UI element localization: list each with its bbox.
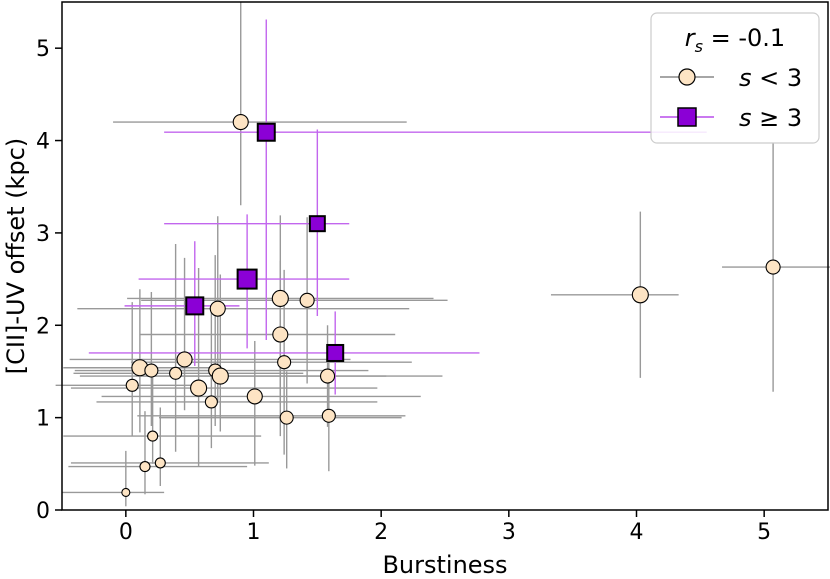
- point-circle-14: [232, 114, 249, 131]
- point-circle-18: [277, 355, 292, 370]
- y-tick-label: 5: [36, 37, 50, 62]
- x-tick-label: 1: [247, 520, 261, 545]
- x-tick-label: 5: [757, 520, 771, 545]
- legend-title-var: r: [685, 24, 697, 52]
- point-circle-23: [631, 286, 649, 304]
- point-circle-3: [147, 430, 159, 442]
- point-circle-7: [169, 366, 183, 380]
- point-circle-17: [272, 326, 289, 343]
- x-axis-ticks: 0 1 2 3 4 5: [119, 510, 771, 545]
- legend-title-sub: s: [695, 37, 703, 56]
- y-tick-label: 4: [36, 130, 50, 155]
- x-tick-label: 0: [119, 520, 133, 545]
- legend-title: rs = -0.1: [685, 24, 785, 56]
- point-circle-1: [139, 461, 151, 473]
- point-square-1: [308, 215, 326, 233]
- point-circle-22: [321, 408, 336, 423]
- x-tick-label: 2: [374, 520, 388, 545]
- point-circle-15: [246, 388, 263, 405]
- point-circle-19: [279, 410, 294, 425]
- point-circle-24: [765, 259, 781, 275]
- y-axis-label: [CII]-UV offset (kpc): [2, 138, 30, 375]
- legend-marker-square: [677, 107, 697, 127]
- legend-label-circle-op: < 3: [752, 64, 803, 92]
- point-circle-10: [204, 395, 218, 409]
- legend-label-circle-var: s: [739, 64, 752, 92]
- legend-entry-circle: s < 3: [660, 64, 802, 92]
- legend: rs = -0.1 s < 3 s ≥ 3: [650, 12, 820, 144]
- legend-title-value: = -0.1: [703, 24, 785, 52]
- point-square-2: [236, 268, 258, 290]
- y-tick-label: 0: [36, 499, 50, 524]
- legend-label-circle: s < 3: [739, 64, 802, 92]
- point-square-0: [256, 122, 276, 142]
- point-circle-12: [211, 367, 229, 385]
- y-tick-label: 2: [36, 314, 50, 339]
- legend-marker-circle: [678, 68, 696, 86]
- point-circle-0: [121, 487, 131, 498]
- legend-label-square-op: ≥ 3: [752, 104, 803, 132]
- point-square-3: [185, 296, 205, 316]
- point-circle-2: [154, 457, 166, 469]
- point-circle-16: [271, 289, 289, 308]
- y-axis-ticks: 0 1 2 3 4 5: [36, 37, 62, 524]
- point-circle-20: [299, 292, 315, 308]
- point-circle-21: [319, 368, 336, 384]
- y-tick-label: 1: [36, 407, 50, 432]
- x-tick-label: 4: [630, 520, 644, 545]
- x-axis-label: Burstiness: [382, 551, 507, 579]
- legend-label-square: s ≥ 3: [739, 104, 802, 132]
- point-circle-4: [125, 378, 139, 392]
- x-tick-label: 3: [502, 520, 516, 545]
- legend-entry-square: s ≥ 3: [660, 104, 802, 132]
- plot-frame: [61, 1, 829, 511]
- point-circle-13: [209, 300, 226, 317]
- y-tick-label: 3: [36, 222, 50, 247]
- legend-label-square-var: s: [739, 104, 752, 132]
- point-circle-8: [176, 351, 193, 368]
- point-square-4: [326, 343, 345, 362]
- markers-layer: [121, 114, 781, 498]
- point-circle-9: [190, 379, 208, 397]
- point-circle-6: [144, 363, 159, 378]
